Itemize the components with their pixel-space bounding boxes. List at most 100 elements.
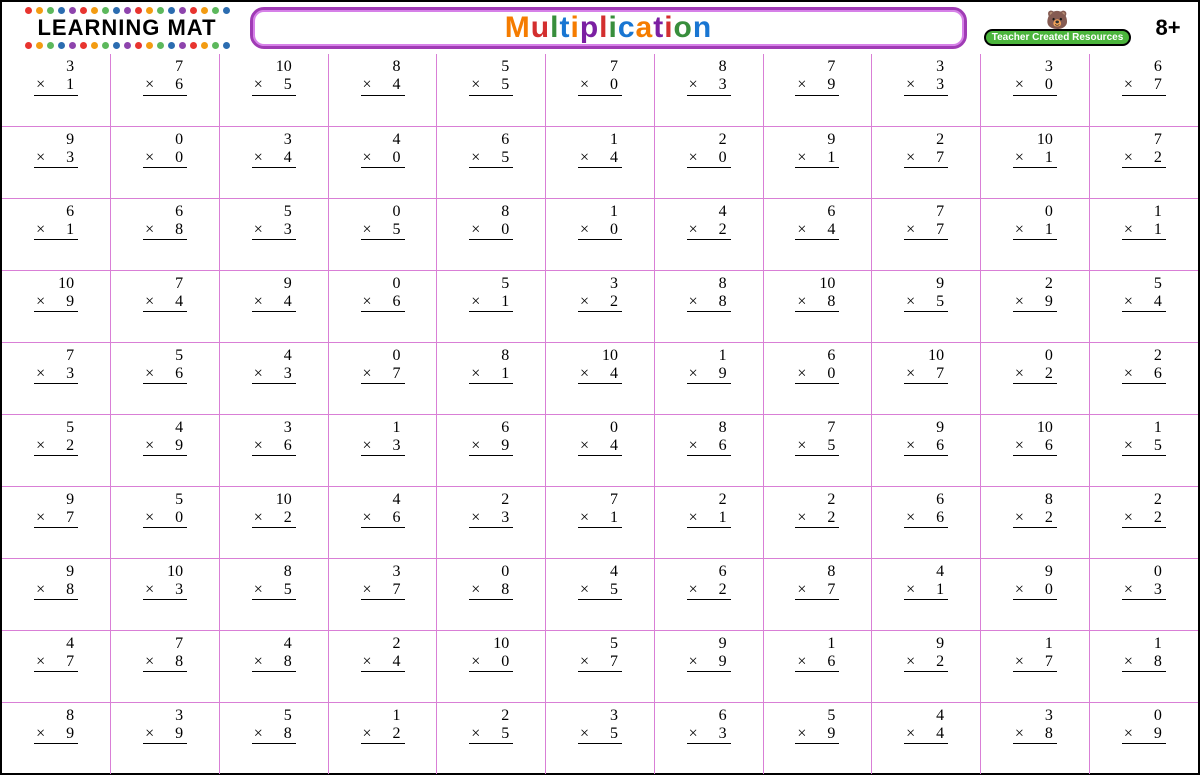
problem-cell: 75 [763,414,872,486]
problem-cell: 84 [328,54,437,126]
multiplication-problem: 67 [1122,58,1166,96]
dot [146,42,153,49]
multiplicand: 1 [1122,635,1166,653]
multiplicand: 9 [904,635,948,653]
dot [102,7,109,14]
multiplication-problem: 94 [252,275,296,313]
multiplier: 8 [143,221,187,240]
multiplier: 3 [469,509,513,528]
multiplication-problem: 41 [904,563,948,601]
multiplication-problem: 87 [795,563,839,601]
multiplier: 9 [1013,293,1057,312]
multiplicand: 7 [143,635,187,653]
multiplicand: 10 [904,347,948,365]
multiplication-problem: 40 [361,131,405,169]
problem-cell: 40 [328,126,437,198]
multiplier: 7 [34,653,78,672]
multiplicand: 8 [252,563,296,581]
multiplicand: 9 [795,131,839,149]
problem-cell: 64 [763,198,872,270]
dot [25,42,32,49]
multiplication-problem: 45 [578,563,622,601]
problem-cell: 50 [111,486,220,558]
multiplicand: 9 [34,131,78,149]
dot [113,7,120,14]
multiplicand: 7 [578,491,622,509]
problem-cell: 71 [546,486,655,558]
title-letter: t [653,11,664,45]
multiplication-problem: 90 [1013,563,1057,601]
multiplier: 7 [795,581,839,600]
problem-cell: 26 [1089,342,1198,414]
problem-cell: 93 [2,126,111,198]
multiplicand: 4 [687,203,731,221]
multiplication-problem: 23 [469,491,513,529]
multiplier: 5 [252,76,296,95]
multiplicand: 8 [361,58,405,76]
problem-cell: 57 [546,630,655,702]
problem-cell: 35 [546,702,655,774]
multiplier: 7 [904,149,948,168]
multiplier: 7 [904,221,948,240]
problem-cell: 22 [763,486,872,558]
multiplier: 1 [1013,149,1057,168]
multiplication-problem: 62 [687,563,731,601]
multiplier: 1 [469,365,513,384]
multiplicand: 10 [469,635,513,653]
multiplier: 5 [469,725,513,744]
multiplication-problem: 80 [469,203,513,241]
multiplicand: 3 [904,58,948,76]
multiplication-problem: 36 [252,419,296,457]
problem-cell: 24 [328,630,437,702]
dot [135,7,142,14]
multiplier: 4 [1122,293,1166,312]
problem-cell: 72 [1089,126,1198,198]
multiplication-problem: 83 [687,58,731,96]
multiplicand: 2 [1013,275,1057,293]
dot [146,7,153,14]
multiplication-problem: 30 [1013,58,1057,96]
dot [179,7,186,14]
multiplication-problem: 13 [361,419,405,457]
title-letter: c [618,11,636,45]
problem-cell: 79 [763,54,872,126]
multiplication-problem: 02 [1013,347,1057,385]
multiplicand: 5 [1122,275,1166,293]
multiplier: 5 [904,293,948,312]
multiplier: 4 [578,365,622,384]
title-letter: i [664,11,673,45]
multiplication-problem: 73 [34,347,78,385]
multiplication-problem: 43 [252,347,296,385]
multiplicand: 4 [361,491,405,509]
multiplicand: 3 [361,563,405,581]
multiplicand: 3 [143,707,187,725]
problem-cell: 62 [654,558,763,630]
problem-cell: 98 [2,558,111,630]
multiplicand: 6 [687,707,731,725]
problem-cell: 70 [546,54,655,126]
multiplier: 9 [34,725,78,744]
problem-cell: 55 [437,54,546,126]
problem-cell: 36 [219,414,328,486]
problem-cell: 11 [1089,198,1198,270]
multiplicand: 8 [795,563,839,581]
multiplier: 0 [143,149,187,168]
multiplication-problem: 95 [904,275,948,313]
multiplicand: 5 [469,275,513,293]
multiplier: 5 [361,221,405,240]
multiplier: 5 [578,581,622,600]
multiplier: 7 [361,581,405,600]
multiplicand: 10 [1013,419,1057,437]
multiplication-problem: 81 [469,347,513,385]
multiplier: 1 [687,509,731,528]
multiplicand: 9 [1013,563,1057,581]
multiplication-problem: 49 [143,419,187,457]
multiplier: 0 [469,221,513,240]
multiplication-problem: 24 [361,635,405,673]
multiplier: 5 [469,149,513,168]
multiplicand: 7 [34,347,78,365]
multiplicand: 6 [469,419,513,437]
multiplier: 3 [1122,581,1166,600]
problem-cell: 61 [2,198,111,270]
multiplicand: 3 [252,131,296,149]
